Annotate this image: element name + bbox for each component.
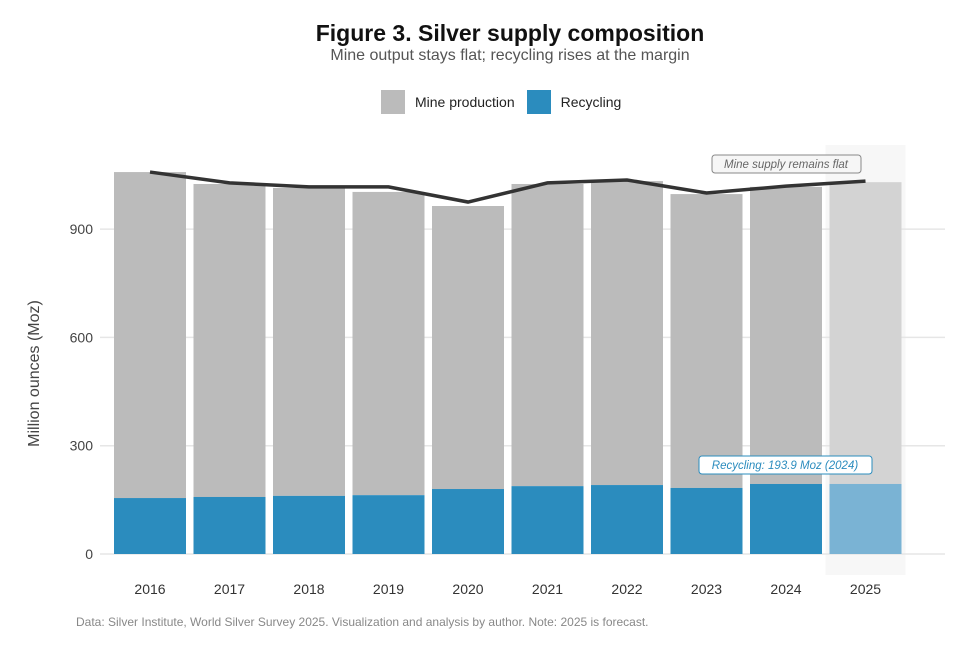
bar-recycling-2020 [432, 489, 504, 554]
bar-recycling-2018 [273, 495, 345, 554]
x-tick-label: 2023 [691, 581, 722, 597]
x-tick-label: 2017 [214, 581, 245, 597]
x-tick-label: 2025 [850, 581, 881, 597]
bar-recycling-2022 [591, 485, 663, 554]
bar-recycling-2025 [829, 483, 902, 554]
bar-recycling-2024 [750, 483, 822, 554]
bar-mine-2022 [591, 181, 663, 486]
y-tick-label: 900 [70, 221, 94, 237]
legend-swatch-mine [381, 90, 405, 114]
bar-mine-2021 [511, 183, 584, 487]
caption: Data: Silver Institute, World Silver Sur… [76, 615, 649, 629]
bar-mine-2016 [114, 172, 186, 499]
y-tick-label: 0 [85, 546, 93, 562]
annotation-recycling: Recycling: 193.9 Moz (2024) [712, 460, 859, 472]
bar-mine-2019 [352, 191, 425, 496]
legend-label-mine: Mine production [415, 94, 515, 110]
chart-subtitle: Mine output stays flat; recycling rises … [330, 47, 690, 64]
legend-swatch-recycling [526, 90, 551, 114]
y-axis-label: Million ounces (Moz) [26, 300, 43, 447]
annotation-box-recycling [698, 455, 873, 475]
bar-mine-2025 [829, 182, 902, 484]
x-tick-label: 2021 [532, 581, 563, 597]
legend-label-recycling: Recycling [560, 94, 622, 110]
bar-mine-2018 [273, 187, 345, 496]
chart-title: Figure 3. Silver supply composition [315, 20, 705, 46]
bar-mine-2017 [193, 183, 266, 497]
bar-recycling-2019 [352, 495, 425, 554]
x-tick-label: 2016 [134, 581, 165, 597]
x-tick-label: 2020 [452, 581, 483, 597]
y-tick-label: 600 [70, 329, 94, 345]
annotation-box-mine [711, 154, 862, 174]
x-tick-label: 2019 [373, 581, 404, 597]
y-tick-label: 300 [70, 438, 94, 454]
bar-recycling-2023 [670, 487, 743, 554]
bar-mine-2023 [670, 194, 743, 488]
bar-recycling-2021 [511, 486, 584, 554]
annotation-mine: Mine supply remains flat [724, 159, 849, 171]
legend: Mine production Recycling [381, 90, 621, 114]
x-tick-label: 2024 [770, 581, 801, 597]
total-line [149, 170, 866, 204]
x-tick-label: 2022 [611, 581, 642, 597]
bar-mine-2024 [750, 186, 822, 484]
bar-mine-2020 [432, 205, 504, 490]
x-tick-label: 2018 [293, 581, 324, 597]
bar-recycling-2017 [193, 496, 266, 554]
bar-recycling-2016 [114, 498, 186, 554]
